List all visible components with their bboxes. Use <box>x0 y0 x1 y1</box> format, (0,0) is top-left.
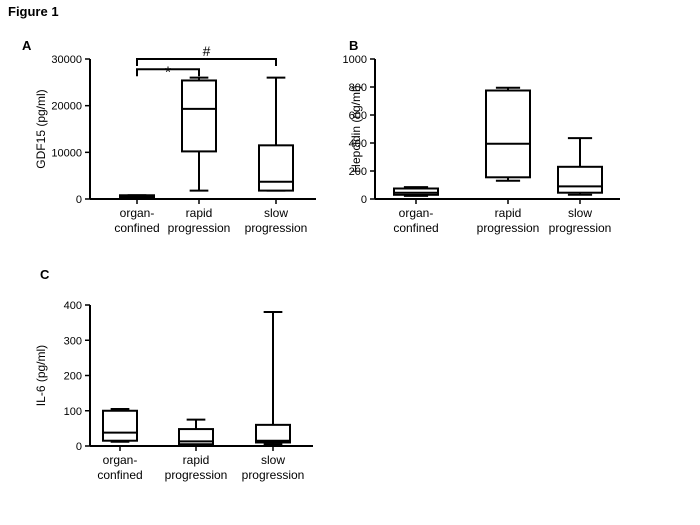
significance-bracket: * <box>136 64 200 81</box>
y-tick-label: 200 <box>64 371 82 383</box>
bracket-line <box>136 68 200 77</box>
y-axis-label: IL-6 (pg/ml) <box>34 345 48 406</box>
panel-letter: C <box>40 267 50 282</box>
x-tick-label: confined <box>114 221 159 235</box>
y-tick-label: 600 <box>349 110 367 122</box>
iqr-box <box>258 144 294 192</box>
y-tick-label: 200 <box>349 166 367 178</box>
significance-bracket: # <box>136 43 277 66</box>
y-tick-label: 10000 <box>51 147 82 159</box>
significance-marker: * <box>165 64 171 81</box>
y-tick-label: 800 <box>349 82 367 94</box>
y-tick-label: 400 <box>349 138 367 150</box>
panel-c: C 0 100 200 300 400 IL-6 (pg/ml) organ-confined… <box>34 267 313 482</box>
y-tick-label: 0 <box>76 194 82 206</box>
y-tick-label: 0 <box>76 441 82 453</box>
box-1 <box>393 186 439 197</box>
x-tick-label: slow <box>568 206 592 220</box>
x-tick-label: rapid <box>183 453 210 467</box>
box-2 <box>485 86 531 182</box>
x-tick-label: progression <box>477 221 540 235</box>
iqr-box <box>102 409 138 442</box>
box-3 <box>255 311 291 446</box>
x-tick-label: progression <box>549 221 612 235</box>
y-tick-label: 400 <box>64 300 82 312</box>
box-1 <box>102 407 138 443</box>
figure-title: Figure 1 <box>8 4 59 19</box>
panel-b: B 0 200 400 600 800 1000 Hepcidin (ng/ml) organ-… <box>343 38 620 235</box>
box-2 <box>178 418 214 447</box>
y-tick-label: 30000 <box>51 54 82 66</box>
x-tick-label: progression <box>245 221 308 235</box>
x-tick-label: organ- <box>103 453 138 467</box>
iqr-box <box>557 165 603 194</box>
significance-marker: # <box>203 43 211 59</box>
x-tick-label: progression <box>242 468 305 482</box>
x-tick-label: confined <box>393 221 438 235</box>
box-3 <box>258 76 294 192</box>
x-tick-label: progression <box>165 468 228 482</box>
bracket-line <box>136 58 277 66</box>
x-tick-label: slow <box>264 206 288 220</box>
iqr-box <box>393 187 439 196</box>
panel-letter: B <box>349 38 358 53</box>
iqr-box <box>255 423 291 444</box>
y-tick-label: 100 <box>64 406 82 418</box>
x-tick-label: slow <box>261 453 285 467</box>
y-tick-label: 300 <box>64 335 82 347</box>
y-tick-label: 1000 <box>343 54 367 66</box>
x-tick-label: organ- <box>120 206 155 220</box>
y-axis-label: Hepcidin (ng/ml) <box>349 85 363 172</box>
x-tick-label: organ- <box>399 206 434 220</box>
x-tick-label: progression <box>168 221 231 235</box>
x-tick-label: rapid <box>495 206 522 220</box>
box-3 <box>557 137 603 196</box>
iqr-box <box>485 89 531 179</box>
x-tick-label: rapid <box>186 206 213 220</box>
x-tick-label: confined <box>97 468 142 482</box>
y-tick-label: 0 <box>361 194 367 206</box>
box-2 <box>181 76 217 192</box>
panel-a: A 0 10000 20000 30000 GDF15 (pg/ml) organ-conf… <box>22 38 316 235</box>
panel-letter: A <box>22 38 32 53</box>
y-axis-label: GDF15 (pg/ml) <box>34 89 48 168</box>
y-tick-label: 20000 <box>51 101 82 113</box>
iqr-box <box>181 79 217 153</box>
box-1 <box>119 194 155 199</box>
